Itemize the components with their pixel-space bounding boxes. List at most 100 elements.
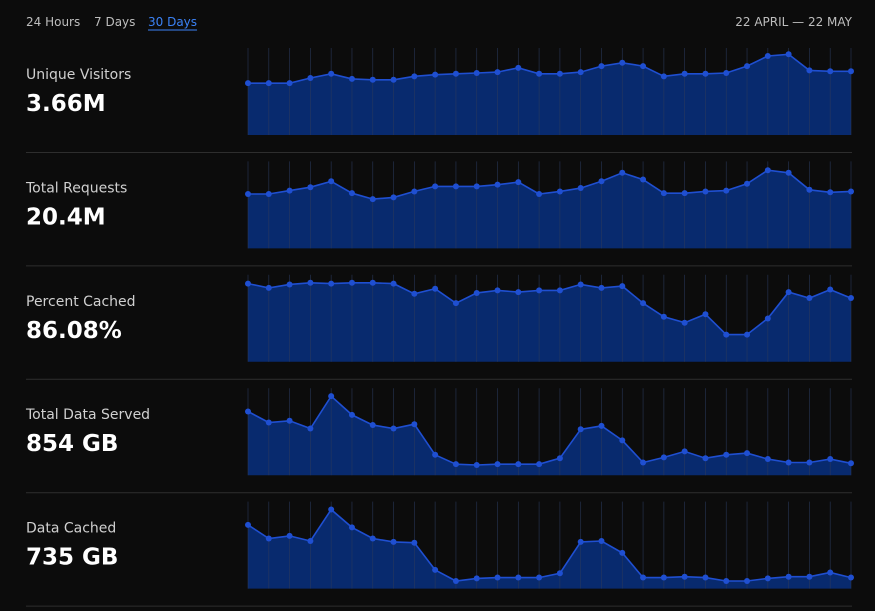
data-point [286,532,293,539]
data-point [369,196,376,203]
data-point [660,313,667,320]
data-point [723,577,730,584]
data-point [598,538,605,544]
data-point [452,183,459,190]
data-point [515,64,522,71]
data-point [328,506,335,513]
data-point [515,574,522,581]
data-point [764,456,771,463]
data-point [806,67,813,74]
data-point [848,188,854,195]
data-point [432,451,439,458]
data-point [245,521,251,528]
data-point [369,422,376,429]
data-point [764,167,771,174]
data-point [702,574,709,581]
data-point [245,408,251,415]
data-point [328,393,335,400]
data-point [598,63,605,70]
data-point [432,285,439,292]
data-point [556,287,563,294]
data-point [265,284,272,291]
metric-label: Percent Cached [26,294,136,310]
data-point [806,295,813,302]
data-point [411,188,418,195]
data-point [785,573,792,580]
data-point [577,69,584,76]
data-point [681,573,688,580]
data-point [494,181,501,188]
data-point [473,183,480,190]
metric-value: 854 GB [26,431,118,457]
data-point [744,577,751,584]
data-point [848,68,854,75]
data-point [494,461,501,468]
data-point [411,73,418,80]
data-point [827,68,834,75]
data-point [432,183,439,190]
sparkline [247,508,852,582]
data-point [577,426,584,433]
data-point [785,169,792,176]
data-point [245,80,251,87]
data-point [744,331,751,338]
data-point [307,425,314,432]
sparkline [248,169,852,200]
data-point [806,459,813,466]
data-point [307,279,314,286]
data-point [245,191,251,197]
data-point [515,179,522,186]
data-point [577,185,584,192]
data-point [598,178,605,185]
time-tab[interactable]: 30 Days [148,15,197,29]
data-point [827,569,834,576]
sparkline [248,53,851,84]
data-point [744,63,751,70]
data-point [848,295,854,302]
data-point [348,75,355,82]
data-point [556,70,563,77]
sparkline-area [248,509,851,589]
data-point [640,63,647,70]
time-tab[interactable]: 7 Days [94,15,135,29]
data-point [702,70,709,77]
metric-value: 20.4M [26,204,106,230]
data-point [764,315,771,322]
data-point [411,421,418,428]
data-point [307,538,314,544]
data-point [660,574,667,581]
data-point [827,189,834,196]
data-point [348,279,355,286]
data-point [348,190,355,197]
data-point [723,451,730,458]
data-point [723,187,730,194]
data-point [640,459,647,466]
data-point [660,454,667,461]
data-point [265,535,272,542]
data-point [681,448,688,455]
data-point [827,456,834,463]
data-point [681,319,688,326]
data-point [660,73,667,80]
data-point [619,59,626,66]
metric-label: Total Requests [25,180,127,196]
data-point [536,70,543,77]
metric-value: 86.08% [26,318,122,344]
data-point [848,460,854,467]
data-point [577,281,584,288]
data-point [390,538,397,545]
data-point [619,169,626,176]
data-point [536,574,543,581]
data-point [556,570,563,577]
data-point [536,461,543,468]
data-point [432,566,439,573]
data-point [515,461,522,468]
time-tab[interactable]: 24 Hours [26,15,80,29]
data-point [452,577,459,584]
data-point [536,287,543,294]
data-point [348,524,355,531]
data-point [307,184,314,191]
data-point [744,450,751,457]
metric-label: Total Data Served [25,407,150,423]
sparkline-area [248,170,851,249]
